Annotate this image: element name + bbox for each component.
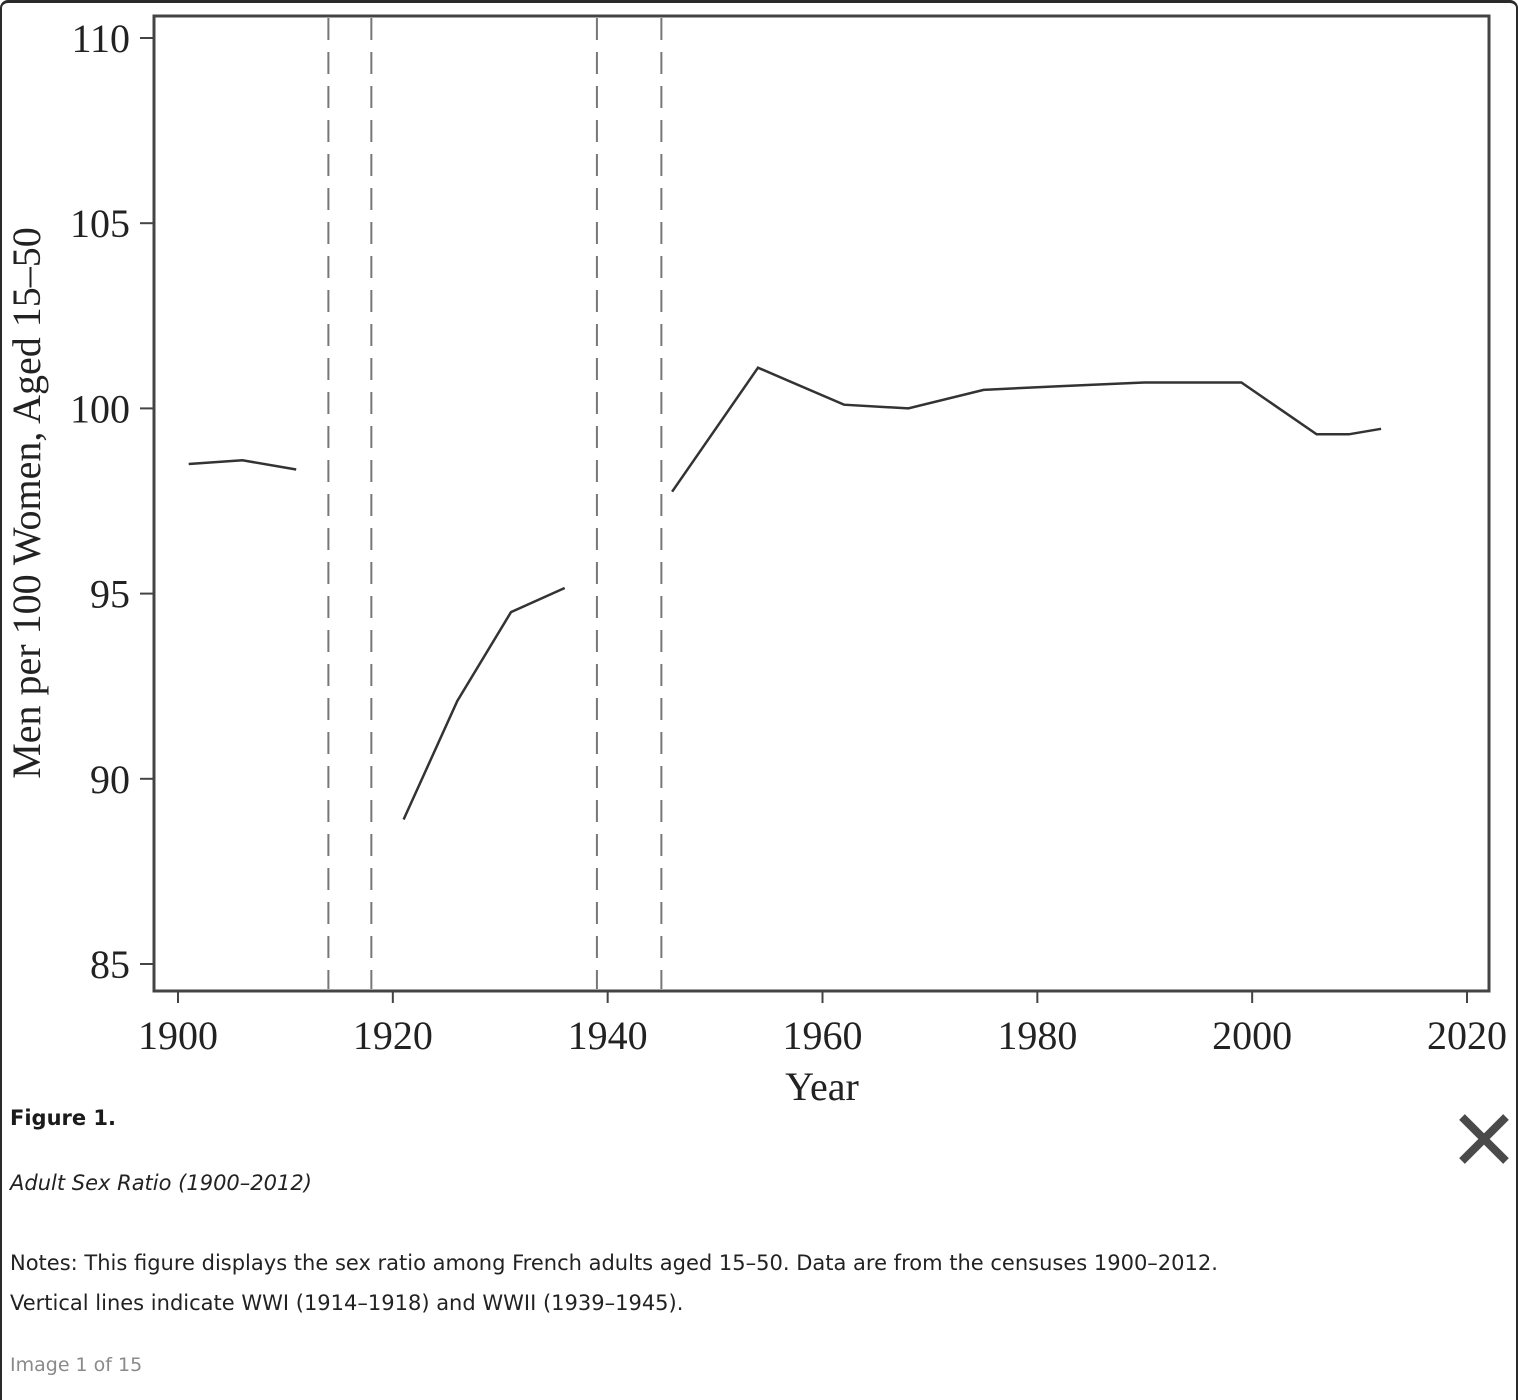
figure-label: Figure 1. — [10, 1106, 117, 1130]
y-tick-label-85: 85 — [90, 942, 130, 987]
plot-area-frame — [152, 14, 1491, 993]
x-tick-label-1920: 1920 — [353, 1013, 433, 1058]
y-tick-label-100: 100 — [70, 386, 130, 431]
y-tick-label-95: 95 — [90, 572, 130, 617]
x-tick-label-1940: 1940 — [568, 1013, 648, 1058]
y-tick-label-110: 110 — [71, 16, 130, 61]
x-tick-label-2020: 2020 — [1427, 1013, 1507, 1058]
x-tick-label-1980: 1980 — [997, 1013, 1077, 1058]
x-axis-label: Year — [785, 1064, 859, 1103]
y-tick-label-90: 90 — [90, 757, 130, 802]
figure-notes: Notes: This figure displays the sex rati… — [10, 1243, 1390, 1323]
sex-ratio-line-segment-2 — [402, 586, 566, 821]
figure-notes-line-2: Vertical lines indicate WWI (1914–1918) … — [10, 1291, 684, 1315]
x-tick-label-1960: 1960 — [783, 1013, 863, 1058]
sex-ratio-line-segment-3 — [671, 366, 1382, 493]
x-tick-label-2000: 2000 — [1212, 1013, 1292, 1058]
sex-ratio-chart: 1900 1920 1940 1960 1980 2000 2020 85 90 95 100 10… — [4, 14, 1507, 1103]
figure-notes-line-1: Notes: This figure displays the sex rati… — [10, 1251, 1218, 1275]
sex-ratio-line-segment-1 — [188, 459, 297, 471]
close-button[interactable] — [1452, 1107, 1516, 1171]
x-tick-label-1900: 1900 — [138, 1013, 218, 1058]
figure-subtitle: Adult Sex Ratio (1900–2012) — [10, 1171, 312, 1195]
image-counter: Image 1 of 15 — [10, 1354, 143, 1376]
y-tick-label-105: 105 — [70, 201, 130, 246]
close-icon — [1459, 1114, 1509, 1164]
y-axis-label: Men per 100 Women, Aged 15–50 — [4, 227, 49, 779]
